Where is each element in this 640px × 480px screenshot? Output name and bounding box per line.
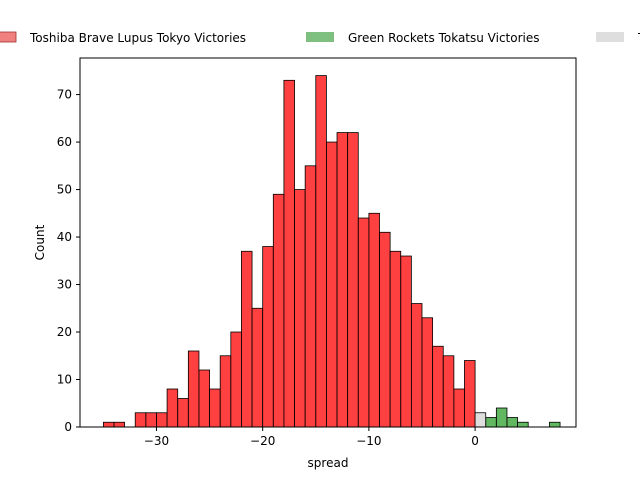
histogram-bar <box>326 141 338 428</box>
histogram-bar <box>230 331 242 428</box>
histogram-bar <box>113 421 126 428</box>
histogram-bar <box>368 212 380 428</box>
legend-swatch <box>0 31 17 43</box>
histogram-bar <box>506 417 518 428</box>
histogram-bar <box>410 303 423 428</box>
x-axis: −30 −20 −10 0 <box>144 427 479 448</box>
y-tick-label: 30 <box>57 278 72 292</box>
histogram-bar <box>485 417 497 428</box>
histogram-bar <box>421 317 434 428</box>
histogram-bar <box>517 421 529 428</box>
histogram-bar <box>145 412 157 428</box>
x-tick-label: −30 <box>144 434 169 448</box>
histogram-bar <box>464 360 476 428</box>
y-tick-label: 70 <box>57 88 72 102</box>
histogram-bar <box>102 421 115 428</box>
histogram-bar <box>304 165 317 428</box>
histogram-bar <box>209 388 221 428</box>
y-tick-label: 0 <box>64 420 72 434</box>
histogram-bar <box>294 189 306 428</box>
histogram-bar <box>336 132 349 428</box>
x-tick-label: −20 <box>250 434 275 448</box>
x-tick-label: 0 <box>471 434 479 448</box>
histogram-bar <box>177 398 189 428</box>
histogram-bar <box>166 388 179 428</box>
histogram-bar <box>495 407 508 428</box>
legend: Toshiba Brave Lupus Tokyo Victories Green… <box>0 31 640 45</box>
histogram-bar <box>251 307 264 428</box>
histogram-bar <box>379 231 391 428</box>
histogram-bar <box>347 132 359 428</box>
histogram-bar <box>474 412 487 428</box>
histogram-bar <box>400 255 412 428</box>
x-tick-label: −10 <box>356 434 381 448</box>
histogram-bar <box>134 412 147 428</box>
histogram-bar <box>453 388 465 428</box>
histogram-bar <box>272 193 285 428</box>
histogram-bar <box>315 75 327 428</box>
x-axis-label: spread <box>308 456 349 470</box>
y-axis: 0 10 20 30 40 50 60 70 <box>57 88 80 434</box>
histogram-bar <box>389 250 402 428</box>
plot-frame <box>79 57 577 428</box>
y-tick-label: 10 <box>57 373 72 387</box>
legend-swatch <box>306 32 334 42</box>
y-tick-label: 50 <box>57 183 72 197</box>
histogram-bar <box>357 217 370 428</box>
histogram-bar <box>219 355 232 428</box>
histogram-bar <box>156 412 168 428</box>
y-axis-label: Count <box>33 224 47 260</box>
histogram-bar <box>262 246 274 428</box>
histogram-bar <box>241 250 253 428</box>
histogram-bar <box>283 79 295 428</box>
histogram-bar <box>442 355 455 428</box>
legend-label: T <box>637 31 640 45</box>
y-tick-label: 60 <box>57 135 72 149</box>
histogram-bar <box>549 421 561 428</box>
legend-label: Toshiba Brave Lupus Tokyo Victories <box>29 31 246 45</box>
legend-swatch <box>596 32 624 42</box>
y-tick-label: 40 <box>57 230 72 244</box>
histogram-bar <box>198 369 210 428</box>
histogram-bar <box>432 345 444 428</box>
histogram-bar <box>187 350 200 428</box>
y-tick-label: 20 <box>57 325 72 339</box>
legend-label: Green Rockets Tokatsu Victories <box>348 31 540 45</box>
